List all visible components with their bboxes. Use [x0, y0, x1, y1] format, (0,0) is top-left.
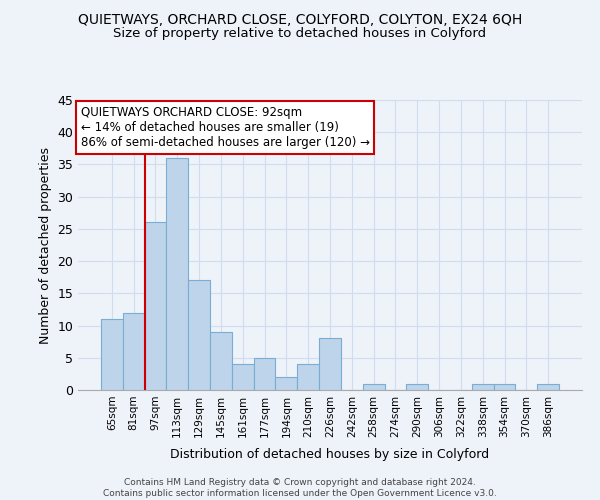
Bar [363, 384, 385, 390]
Bar [275, 377, 297, 390]
Bar [210, 332, 232, 390]
Bar [232, 364, 254, 390]
Bar [188, 280, 210, 390]
Bar [101, 319, 123, 390]
Bar [537, 384, 559, 390]
Bar [406, 384, 428, 390]
Text: QUIETWAYS ORCHARD CLOSE: 92sqm
← 14% of detached houses are smaller (19)
86% of : QUIETWAYS ORCHARD CLOSE: 92sqm ← 14% of … [80, 106, 370, 149]
Text: QUIETWAYS, ORCHARD CLOSE, COLYFORD, COLYTON, EX24 6QH: QUIETWAYS, ORCHARD CLOSE, COLYFORD, COLY… [78, 12, 522, 26]
Text: Size of property relative to detached houses in Colyford: Size of property relative to detached ho… [113, 28, 487, 40]
X-axis label: Distribution of detached houses by size in Colyford: Distribution of detached houses by size … [170, 448, 490, 461]
Bar [297, 364, 319, 390]
Bar [123, 312, 145, 390]
Bar [472, 384, 494, 390]
Y-axis label: Number of detached properties: Number of detached properties [39, 146, 52, 344]
Bar [494, 384, 515, 390]
Bar [166, 158, 188, 390]
Bar [254, 358, 275, 390]
Bar [145, 222, 166, 390]
Bar [319, 338, 341, 390]
Text: Contains HM Land Registry data © Crown copyright and database right 2024.
Contai: Contains HM Land Registry data © Crown c… [103, 478, 497, 498]
